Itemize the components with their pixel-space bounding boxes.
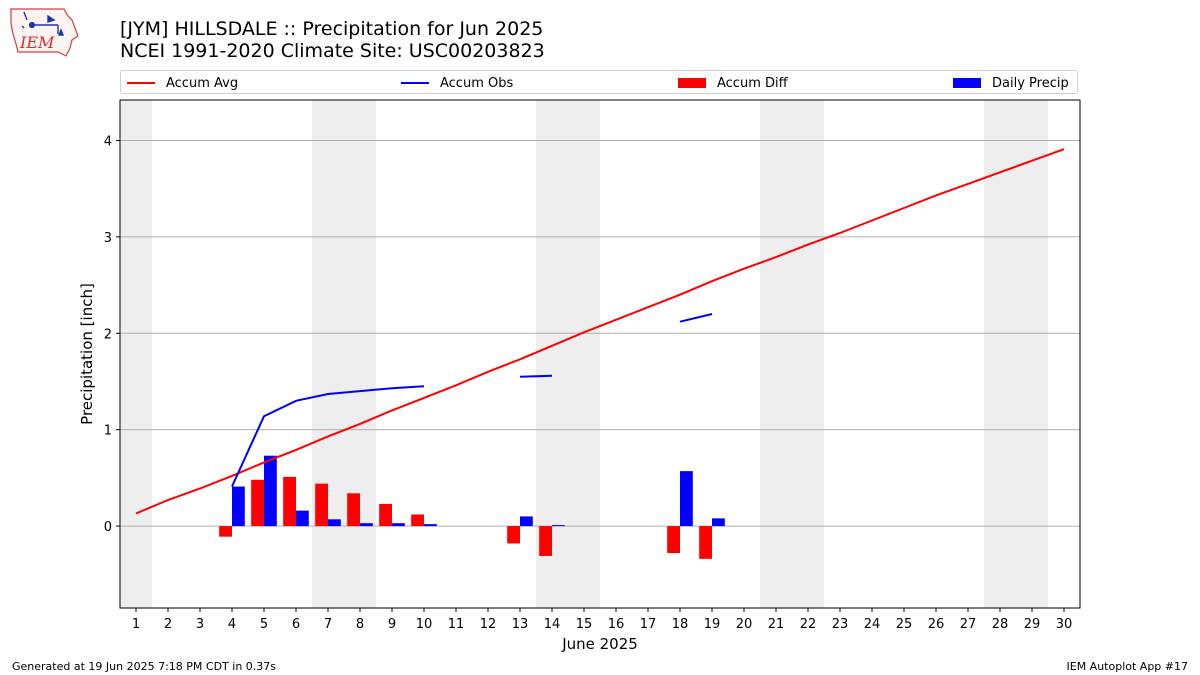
daily-precip-bar [328, 519, 341, 527]
weekend-band [1016, 100, 1048, 608]
daily-precip-bar [424, 524, 437, 527]
accum-obs-line [519, 374, 553, 378]
x-tick-label: 25 [896, 617, 913, 632]
x-tick-label: 29 [1024, 617, 1041, 632]
x-tick-label: 15 [576, 617, 593, 632]
chart-subtitle: NCEI 1991-2020 Climate Site: USC00203823 [120, 40, 545, 62]
daily-precip-bar [520, 516, 533, 527]
x-tick-label: 21 [768, 617, 785, 632]
x-axis-label: June 2025 [561, 635, 638, 653]
accum-obs-line [679, 313, 713, 323]
legend-accum-avg: Accum Avg [127, 74, 238, 92]
y-tick-label: 3 [104, 231, 112, 246]
daily-precip-bar [552, 525, 565, 527]
x-tick-label: 1 [132, 617, 140, 632]
legend-accum-diff: Accum Diff [678, 74, 788, 92]
legend-label-accum-avg: Accum Avg [166, 75, 239, 91]
x-tick-label: 7 [324, 617, 332, 632]
legend-daily-precip: Daily Precip [953, 74, 1069, 92]
y-tick-label: 2 [104, 327, 112, 342]
weekend-band [312, 100, 344, 608]
legend-swatch-accum-obs [401, 82, 429, 84]
footer-app: IEM Autoplot App #17 [1066, 660, 1189, 673]
weekend-band [120, 100, 152, 608]
daily-precip-bar [392, 523, 405, 527]
accum-diff-bar [667, 526, 680, 554]
weekend-band [984, 100, 1016, 608]
x-tick-label: 9 [388, 617, 396, 632]
daily-precip-bar [712, 518, 725, 527]
daily-precip-bar [296, 510, 309, 527]
accum-diff-bar [283, 476, 296, 527]
daily-precip-bar [264, 455, 277, 527]
daily-precip-bar [680, 471, 693, 527]
weekend-band [792, 100, 824, 608]
accum-diff-bar [219, 526, 232, 537]
x-tick-label: 10 [416, 617, 433, 632]
accum-diff-bar [251, 479, 264, 527]
legend-label-daily-precip: Daily Precip [992, 75, 1069, 91]
x-tick-label: 5 [260, 617, 268, 632]
x-tick-label: 12 [480, 617, 497, 632]
y-tick-label: 4 [104, 134, 112, 149]
chart-legend: Accum Avg Accum Obs Accum Diff Daily Pre… [120, 70, 1078, 94]
y-axis-label: Precipitation [inch] [78, 283, 96, 425]
weekend-band [344, 100, 376, 608]
x-tick-label: 8 [356, 617, 364, 632]
accum-obs-line [231, 385, 425, 487]
weekend-band [760, 100, 792, 608]
x-tick-label: 16 [608, 617, 625, 632]
x-tick-label: 23 [832, 617, 849, 632]
x-tick-label: 22 [800, 617, 817, 632]
x-tick-label: 11 [448, 617, 465, 632]
footer-generated: Generated at 19 Jun 2025 7:18 PM CDT in … [12, 660, 277, 673]
accum-diff-bar [379, 503, 392, 527]
x-tick-label: 4 [228, 617, 236, 632]
daily-precip-bar [232, 486, 245, 527]
plot-frame [119, 99, 1081, 609]
iem-logo: IEM [10, 8, 79, 57]
x-tick-label: 18 [672, 617, 689, 632]
x-tick-label: 20 [736, 617, 753, 632]
x-tick-label: 26 [928, 617, 945, 632]
y-tick-label: 1 [104, 424, 112, 439]
x-tick-label: 24 [864, 617, 881, 632]
svg-text:IEM: IEM [19, 33, 55, 52]
x-tick-label: 28 [992, 617, 1009, 632]
legend-accum-obs: Accum Obs [401, 74, 513, 92]
x-tick-label: 13 [512, 617, 529, 632]
accum-diff-bar [315, 483, 328, 527]
x-tick-label: 27 [960, 617, 977, 632]
accum-diff-bar [507, 526, 520, 544]
x-tick-label: 19 [704, 617, 721, 632]
accum-diff-bar [411, 514, 424, 527]
chart-title: [JYM] HILLSDALE :: Precipitation for Jun… [120, 18, 544, 40]
accum-diff-bar [699, 526, 712, 559]
x-tick-label: 14 [544, 617, 561, 632]
x-tick-label: 17 [640, 617, 657, 632]
legend-swatch-daily-precip [953, 78, 981, 88]
daily-precip-bar [360, 523, 373, 527]
legend-label-accum-obs: Accum Obs [440, 75, 514, 91]
accum-diff-bar [347, 493, 360, 527]
x-tick-label: 6 [292, 617, 300, 632]
x-tick-label: 3 [196, 617, 204, 632]
weekend-band [568, 100, 600, 608]
legend-swatch-accum-diff [678, 78, 706, 88]
weekend-band [536, 100, 568, 608]
y-tick-label: 0 [104, 520, 112, 535]
accum-diff-bar [539, 526, 552, 556]
legend-swatch-accum-avg [127, 82, 155, 84]
x-tick-label: 30 [1056, 617, 1073, 632]
accum-avg-line [135, 148, 1065, 515]
x-tick-label: 2 [164, 617, 172, 632]
legend-label-accum-diff: Accum Diff [717, 75, 788, 91]
